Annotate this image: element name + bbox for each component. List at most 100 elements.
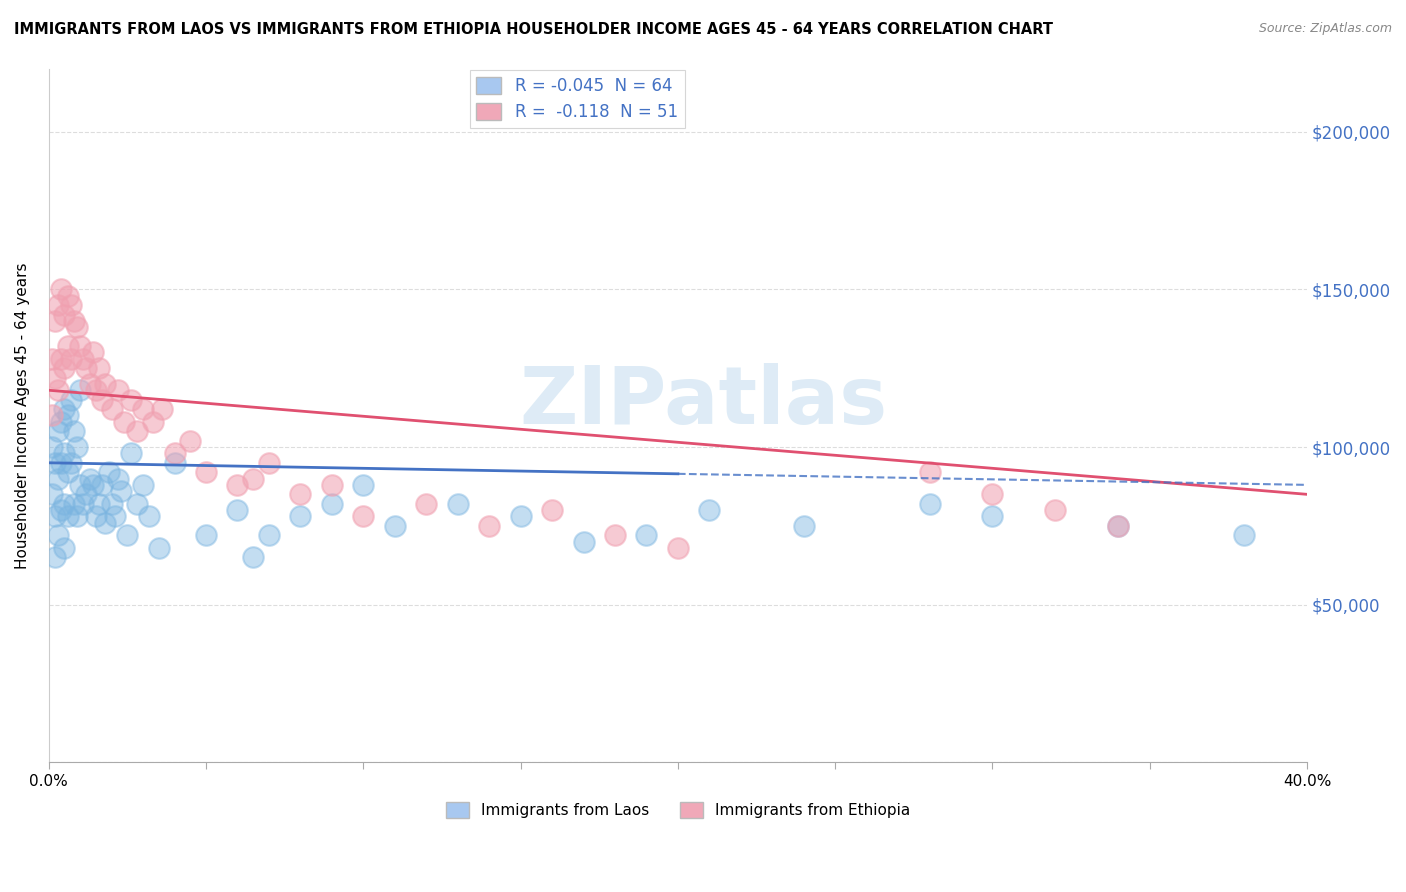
- Point: [56, 509, 79, 524]
- Point: [69, 339, 91, 353]
- Point: [415, 497, 437, 511]
- Point: [46, 472, 69, 486]
- Point: [44, 456, 66, 470]
- Point: [63, 424, 86, 438]
- Point: [53, 497, 76, 511]
- Point: [84, 509, 107, 524]
- Point: [53, 361, 76, 376]
- Point: [46, 528, 69, 542]
- Point: [100, 497, 122, 511]
- Point: [120, 392, 142, 407]
- Point: [163, 456, 186, 470]
- Point: [195, 528, 218, 542]
- Point: [572, 534, 595, 549]
- Point: [53, 541, 76, 555]
- Point: [66, 440, 89, 454]
- Point: [179, 434, 201, 448]
- Point: [120, 446, 142, 460]
- Y-axis label: Householder Income Ages 45 - 64 years: Householder Income Ages 45 - 64 years: [15, 262, 30, 569]
- Point: [72, 497, 94, 511]
- Point: [51, 503, 73, 517]
- Text: IMMIGRANTS FROM LAOS VS IMMIGRANTS FROM ETHIOPIA HOUSEHOLDER INCOME AGES 45 - 64: IMMIGRANTS FROM LAOS VS IMMIGRANTS FROM …: [14, 22, 1053, 37]
- Point: [150, 402, 173, 417]
- Point: [79, 376, 101, 391]
- Point: [226, 478, 249, 492]
- Point: [51, 415, 73, 429]
- Point: [59, 456, 82, 470]
- Point: [76, 361, 98, 376]
- Point: [63, 497, 86, 511]
- Point: [242, 550, 264, 565]
- Point: [478, 519, 501, 533]
- Point: [321, 497, 343, 511]
- Point: [82, 345, 104, 359]
- Point: [1107, 519, 1129, 533]
- Point: [91, 392, 114, 407]
- Point: [352, 509, 374, 524]
- Point: [257, 528, 280, 542]
- Point: [51, 351, 73, 366]
- Point: [110, 484, 132, 499]
- Point: [41, 409, 63, 423]
- Point: [53, 308, 76, 322]
- Point: [226, 503, 249, 517]
- Point: [290, 487, 312, 501]
- Point: [138, 509, 160, 524]
- Point: [290, 509, 312, 524]
- Point: [69, 383, 91, 397]
- Point: [1045, 503, 1067, 517]
- Point: [53, 446, 76, 460]
- Point: [666, 541, 689, 555]
- Point: [59, 298, 82, 312]
- Point: [148, 541, 170, 555]
- Point: [94, 376, 117, 391]
- Point: [793, 519, 815, 533]
- Point: [66, 509, 89, 524]
- Point: [53, 402, 76, 417]
- Point: [257, 456, 280, 470]
- Point: [87, 497, 110, 511]
- Point: [87, 361, 110, 376]
- Point: [69, 478, 91, 492]
- Point: [94, 516, 117, 530]
- Point: [56, 409, 79, 423]
- Point: [79, 472, 101, 486]
- Point: [66, 320, 89, 334]
- Point: [82, 478, 104, 492]
- Point: [981, 487, 1004, 501]
- Point: [603, 528, 626, 542]
- Point: [44, 370, 66, 384]
- Point: [72, 351, 94, 366]
- Point: [56, 288, 79, 302]
- Point: [56, 339, 79, 353]
- Point: [132, 478, 155, 492]
- Point: [117, 528, 139, 542]
- Point: [447, 497, 470, 511]
- Point: [104, 509, 127, 524]
- Point: [41, 487, 63, 501]
- Point: [59, 392, 82, 407]
- Point: [63, 314, 86, 328]
- Point: [195, 465, 218, 479]
- Point: [56, 465, 79, 479]
- Point: [112, 415, 135, 429]
- Point: [59, 351, 82, 366]
- Point: [981, 509, 1004, 524]
- Point: [41, 351, 63, 366]
- Point: [41, 440, 63, 454]
- Text: ZIPatlas: ZIPatlas: [519, 363, 887, 441]
- Point: [918, 497, 941, 511]
- Point: [699, 503, 721, 517]
- Point: [46, 424, 69, 438]
- Point: [44, 509, 66, 524]
- Point: [51, 456, 73, 470]
- Point: [51, 282, 73, 296]
- Point: [1107, 519, 1129, 533]
- Point: [541, 503, 564, 517]
- Point: [97, 465, 120, 479]
- Point: [91, 478, 114, 492]
- Point: [321, 478, 343, 492]
- Point: [509, 509, 531, 524]
- Point: [384, 519, 406, 533]
- Point: [125, 424, 148, 438]
